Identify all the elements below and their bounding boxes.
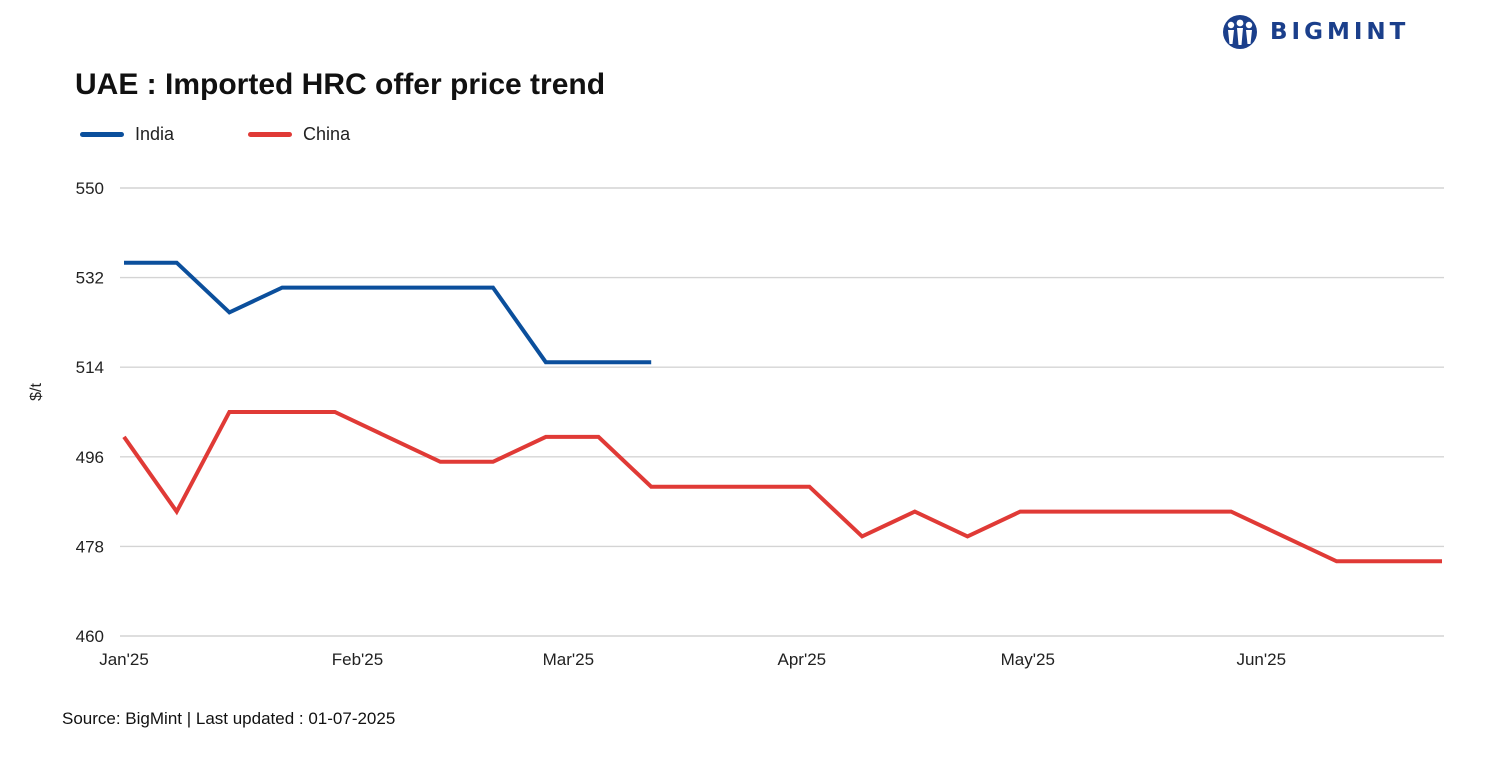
x-tick-label: May'25 [1001, 650, 1055, 669]
x-tick-label: Jan'25 [99, 650, 149, 669]
legend: India China [80, 124, 424, 145]
series-line-india [124, 260, 652, 365]
series-lines [122, 260, 1442, 564]
x-tick-label: Apr'25 [778, 650, 827, 669]
y-tick-labels: 460 478 496 514 532 550 [76, 179, 104, 646]
legend-label-china: China [303, 124, 351, 144]
legend-swatch-china [248, 132, 293, 137]
brand-name: BIGMINT [1270, 19, 1410, 45]
legend-item-china: China [248, 124, 350, 145]
chart-title: UAE : Imported HRC offer price trend [75, 68, 606, 101]
x-tick-label: Feb'25 [332, 650, 383, 669]
y-tick-label: 514 [76, 358, 104, 377]
legend-swatch-india [80, 132, 124, 137]
y-tick-label: 496 [76, 448, 104, 467]
legend-item-india: India [80, 124, 174, 145]
y-tick-label: 478 [76, 537, 104, 556]
source-note: Source: BigMint | Last updated : 01-07-2… [62, 709, 396, 728]
y-tick-label: 460 [76, 627, 104, 646]
gridlines [120, 187, 1444, 637]
x-tick-labels: Jan'25 Feb'25 Mar'25 Apr'25 May'25 Jun'25 [99, 650, 1286, 669]
x-tick-label: Mar'25 [543, 650, 594, 669]
y-tick-label: 532 [76, 269, 104, 288]
legend-label-india: India [135, 124, 175, 144]
bigmint-emblem-icon [1223, 15, 1257, 49]
series-line-china [122, 410, 1442, 564]
x-tick-label: Jun'25 [1236, 650, 1286, 669]
bigmint-logo: BIGMINT [1220, 14, 1409, 50]
y-tick-label: 550 [76, 179, 104, 198]
